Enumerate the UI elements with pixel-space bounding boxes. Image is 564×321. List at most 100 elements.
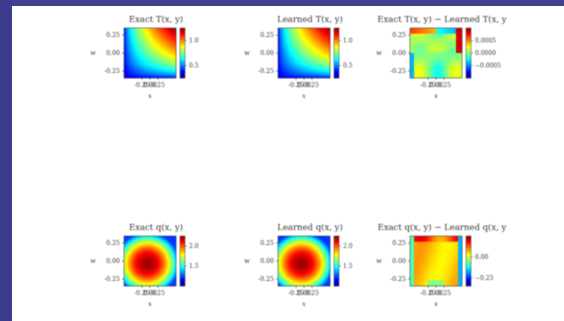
heatmap-cell [288,70,291,73]
heatmap-cell [318,255,321,258]
heatmap-cell [154,236,157,239]
heatmap-cell [446,70,449,73]
heatmap-cell [144,264,147,268]
heatmap-cell [150,272,153,275]
y-tick-label: -0.25 [258,276,274,283]
heatmap-cell [418,35,421,38]
heatmap-cell [128,51,131,54]
colorbar-segment [466,246,471,249]
heatmap-cell [174,262,177,266]
heatmap-cell [452,237,455,241]
heatmap-cell [174,272,177,275]
colorbar-segment [466,268,471,272]
heatmap-cell [320,266,323,269]
heatmap-cell [306,264,309,268]
heatmap-cell [134,259,137,262]
heatmap-cell [130,262,133,266]
heatmap-cell [310,266,313,269]
heatmap-cell [454,278,457,281]
heatmap-cell [300,64,303,67]
heatmap-cell [308,51,311,54]
heatmap-cell [418,245,421,248]
heatmap-cell [134,37,137,40]
heatmap-cell [144,257,147,260]
heatmap-cell [460,37,463,40]
heatmap-cell [304,253,307,256]
heatmap-cell [422,60,425,63]
heatmap-cell [460,270,463,273]
heatmap-cell [460,264,463,268]
heatmap-cell [450,255,453,258]
heatmap-cell [460,31,463,35]
heatmap-cell [282,45,285,48]
heatmap-cell [458,278,461,281]
heatmap-cell [296,259,299,262]
heatmap-cell [424,43,427,46]
heatmap-cell [324,39,327,42]
heatmap-cell [410,72,413,75]
heatmap-cell [318,43,321,46]
heatmap-cell [142,33,145,36]
heatmap-cell [428,249,431,252]
heatmap-cell [290,49,293,52]
heatmap-cell [146,245,149,248]
heatmap-cell [134,72,137,75]
heatmap-cell [444,35,447,38]
heatmap-cell [448,43,451,46]
heatmap-cell [286,272,289,275]
heatmap-cell [428,274,431,277]
heatmap-cell [130,43,133,46]
heatmap-cell [150,29,153,33]
heatmap-cell [308,76,311,79]
heatmap-cell [422,39,425,42]
heatmap-cell [144,51,147,54]
heatmap-cell [162,270,165,273]
heatmap-cell [170,68,173,71]
heatmap-cell [414,64,417,67]
y-axis-label: w [90,49,96,57]
heatmap-cell [444,270,447,273]
heatmap-cell [172,270,175,273]
heatmap-cell [168,45,171,48]
colorbar-segment [334,35,339,39]
heatmap-cell [286,41,289,44]
heatmap-cell [158,53,161,56]
heatmap-cell [284,54,287,58]
heatmap-cell [322,53,325,56]
heatmap-cell [162,53,165,56]
heatmap-cell [128,47,131,50]
heatmap-cell [136,257,139,260]
heatmap-cell [440,274,443,277]
heatmap-cell [148,268,151,271]
heatmap-cell [304,278,307,281]
heatmap-cell [450,251,453,254]
heatmap-cell [322,76,325,79]
heatmap-cell [284,264,287,268]
heatmap-cell [162,239,165,243]
heatmap-cell [414,54,417,58]
heatmap-cell [326,247,329,250]
heatmap-cell [142,262,145,266]
colorbar-segment [334,263,339,267]
heatmap-cell [446,54,449,58]
heatmap-cell [322,266,325,269]
heatmap-cell [436,251,439,254]
heatmap-cell [314,259,317,262]
heatmap-cell [282,60,285,63]
heatmap-cell [426,41,429,44]
heatmap-cell [158,266,161,269]
heatmap-cell [420,49,423,52]
heatmap-cell [136,43,139,46]
heatmap-cell [448,249,451,252]
y-tick-label: 0.25 [392,240,406,247]
heatmap-cell [444,47,447,50]
heatmap-cell [428,51,431,54]
heatmap-cell [304,259,307,262]
heatmap-cell [136,251,139,254]
heatmap-cell [280,282,283,285]
heatmap-cell [444,272,447,275]
heatmap-cell [278,49,281,52]
heatmap-cell [288,54,291,58]
colorbar-segment [180,266,185,269]
heatmap-cell [160,280,163,283]
